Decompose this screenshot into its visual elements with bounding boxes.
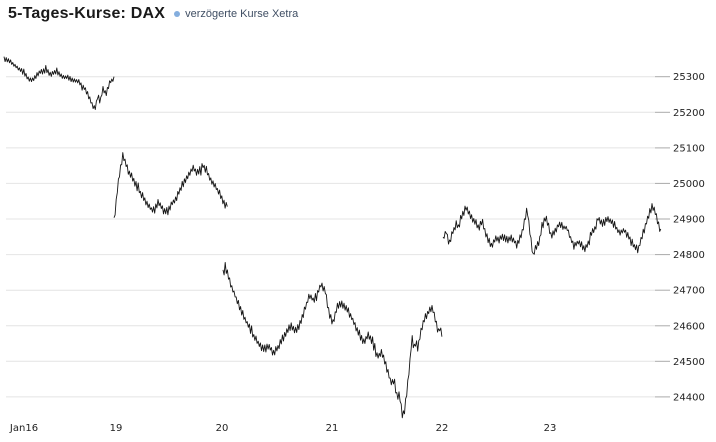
y-axis-label: 24600 bbox=[673, 321, 705, 332]
legend-dot-icon bbox=[174, 11, 181, 17]
y-axis-label: 24900 bbox=[673, 215, 705, 226]
y-axis-label: 24800 bbox=[673, 250, 705, 261]
price-line-segment bbox=[442, 203, 662, 255]
y-axis-label: 24500 bbox=[673, 357, 705, 368]
chart-header: 5-Tages-Kurse: DAX verzögerte Kurse Xetr… bbox=[8, 5, 298, 23]
chart-title: 5-Tages-Kurse: DAX bbox=[8, 5, 166, 22]
x-axis-label: 23 bbox=[544, 423, 557, 434]
price-line-segment bbox=[113, 152, 228, 218]
y-axis-label: 25200 bbox=[673, 108, 705, 119]
y-axis-label: 25300 bbox=[673, 72, 705, 83]
price-line-segment bbox=[3, 56, 115, 110]
x-axis-label: Jan16 bbox=[9, 423, 38, 434]
legend: verzögerte Kurse Xetra bbox=[174, 8, 298, 20]
x-axis-label: 20 bbox=[216, 423, 229, 434]
y-axis-label: 25100 bbox=[673, 143, 705, 154]
legend-label: verzögerte Kurse Xetra bbox=[185, 8, 299, 20]
x-axis-label: 21 bbox=[326, 423, 339, 434]
x-axis-label: 19 bbox=[110, 423, 123, 434]
y-axis-label: 25000 bbox=[673, 179, 705, 190]
y-axis-label: 24400 bbox=[673, 392, 705, 403]
y-axis-label: 24700 bbox=[673, 286, 705, 297]
price-line-segment bbox=[222, 261, 443, 419]
x-axis-label: 22 bbox=[436, 423, 449, 434]
